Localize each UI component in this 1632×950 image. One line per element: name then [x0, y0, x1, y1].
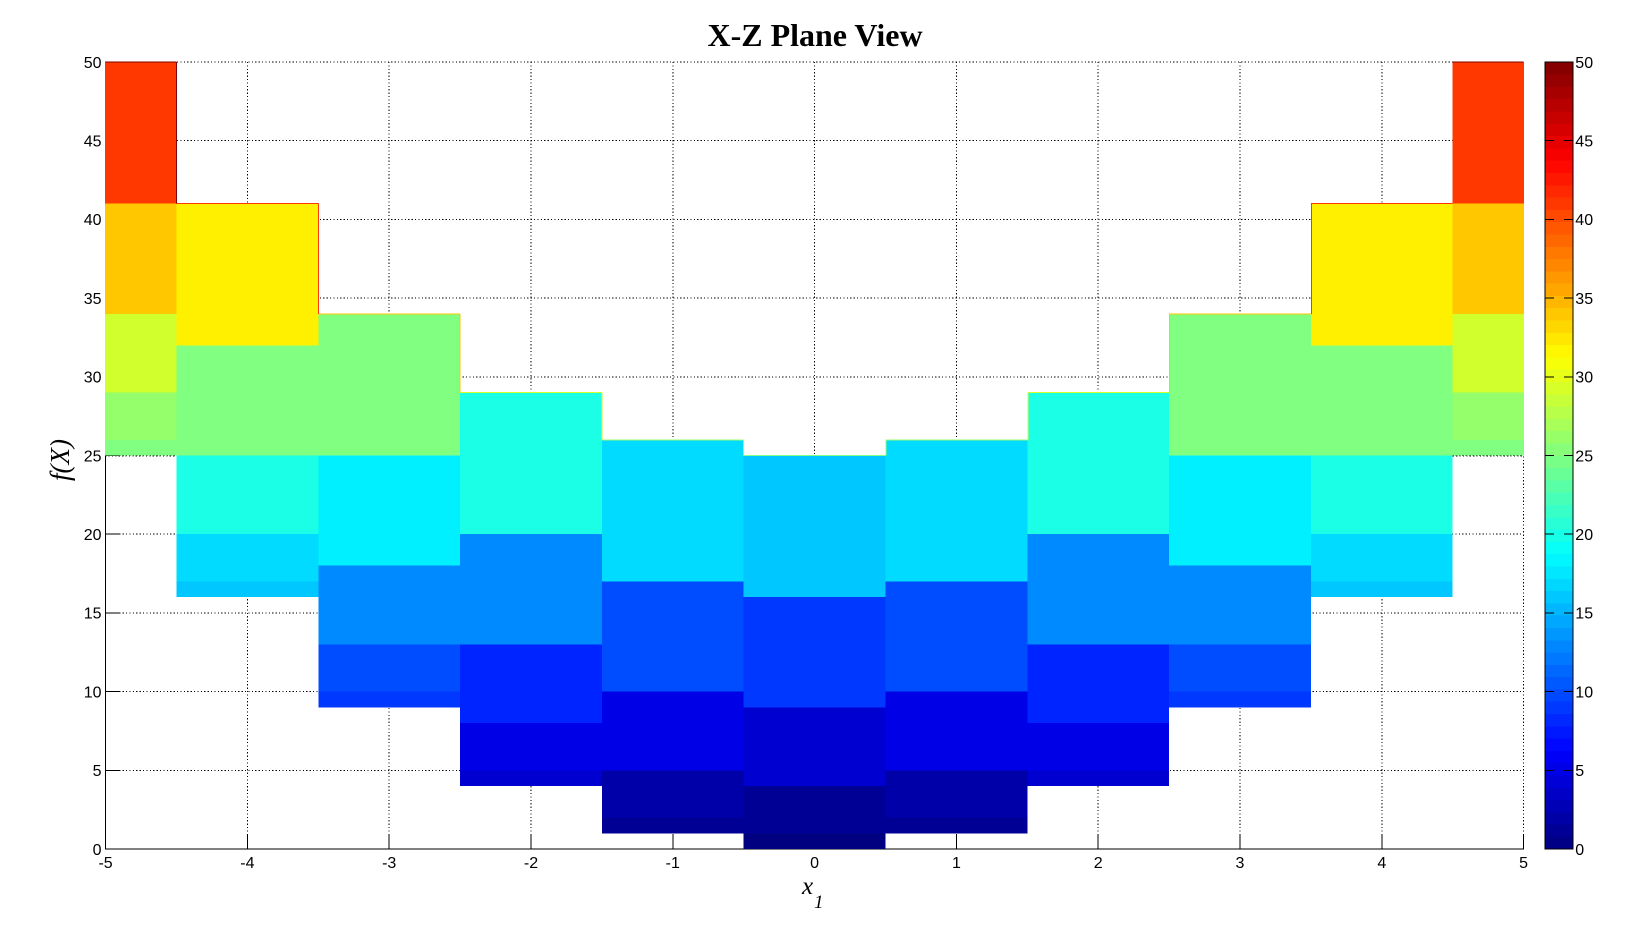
svg-text:4: 4 — [1377, 855, 1386, 872]
svg-text:-3: -3 — [382, 855, 396, 872]
svg-text:5: 5 — [1575, 763, 1584, 780]
svg-text:20: 20 — [1575, 527, 1593, 544]
svg-text:10: 10 — [1575, 684, 1593, 701]
svg-text:45: 45 — [84, 134, 102, 151]
svg-text:f(X): f(X) — [45, 439, 75, 481]
svg-text:20: 20 — [84, 527, 102, 544]
svg-text:35: 35 — [1575, 291, 1593, 308]
svg-text:-4: -4 — [240, 855, 254, 872]
svg-text:50: 50 — [84, 55, 102, 72]
svg-text:35: 35 — [84, 291, 102, 308]
svg-text:1: 1 — [952, 855, 961, 872]
svg-text:45: 45 — [1575, 134, 1593, 151]
svg-text:-5: -5 — [98, 855, 112, 872]
svg-text:0: 0 — [810, 855, 819, 872]
svg-text:15: 15 — [84, 606, 102, 623]
svg-text:50: 50 — [1575, 55, 1593, 72]
svg-text:15: 15 — [1575, 606, 1593, 623]
svg-text:0: 0 — [1575, 842, 1584, 859]
svg-text:10: 10 — [84, 684, 102, 701]
svg-text:40: 40 — [1575, 212, 1593, 229]
svg-text:25: 25 — [84, 448, 102, 465]
svg-text:2: 2 — [1094, 855, 1103, 872]
svg-text:5: 5 — [93, 763, 102, 780]
svg-text:25: 25 — [1575, 448, 1593, 465]
svg-text:1: 1 — [814, 892, 824, 913]
svg-text:5: 5 — [1519, 855, 1528, 872]
svg-text:x: x — [801, 873, 813, 900]
svg-text:30: 30 — [1575, 370, 1593, 387]
svg-text:-2: -2 — [524, 855, 538, 872]
svg-text:40: 40 — [84, 212, 102, 229]
svg-text:-1: -1 — [666, 855, 680, 872]
svg-text:0: 0 — [93, 842, 102, 859]
svg-text:X-Z Plane View: X-Z Plane View — [707, 17, 922, 53]
svg-text:30: 30 — [84, 370, 102, 387]
svg-text:3: 3 — [1236, 855, 1245, 872]
